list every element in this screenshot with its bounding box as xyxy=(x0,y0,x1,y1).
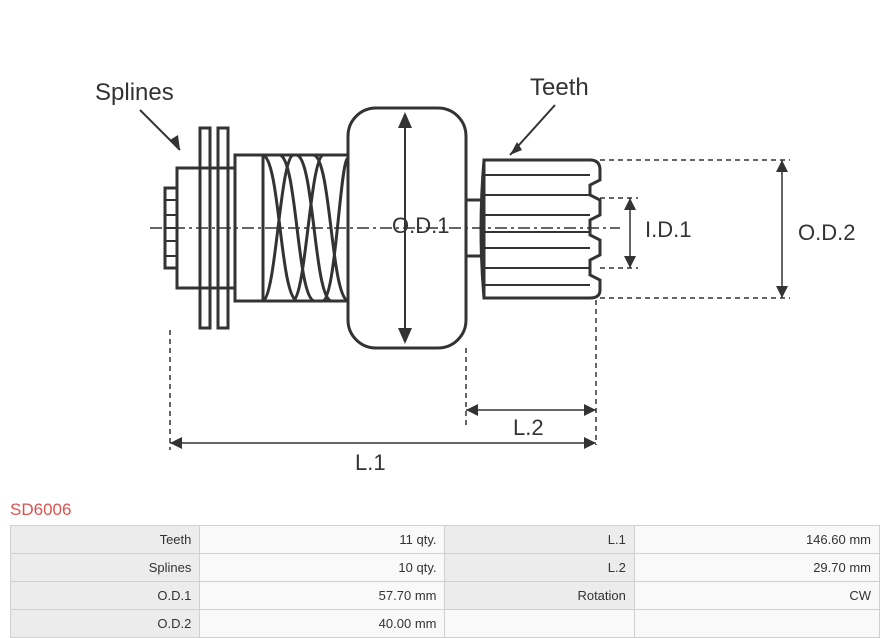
part-code: SD6006 xyxy=(10,500,71,520)
cell-label: Rotation xyxy=(445,582,634,610)
cell-label: Splines xyxy=(11,554,200,582)
l1-arrow-left xyxy=(170,437,182,449)
cell-value: 40.00 mm xyxy=(200,610,445,638)
table-row: O.D.1 57.70 mm Rotation CW xyxy=(11,582,880,610)
od1-arrow-top xyxy=(398,112,412,128)
cell-label: L.1 xyxy=(445,526,634,554)
table-row: Teeth 11 qty. L.1 146.60 mm xyxy=(11,526,880,554)
cell-label: O.D.2 xyxy=(11,610,200,638)
cell-value: 10 qty. xyxy=(200,554,445,582)
pinion-gear xyxy=(481,160,600,298)
label-splines: Splines xyxy=(95,79,174,106)
od1-arrow-bot xyxy=(398,328,412,344)
id1-arrow-bot xyxy=(624,256,636,268)
technical-diagram: Splines Teeth xyxy=(0,0,889,495)
label-od2: O.D.2 xyxy=(798,220,855,245)
label-l2: L.2 xyxy=(513,415,544,440)
label-id1: I.D.1 xyxy=(645,217,691,242)
cell-value: 57.70 mm xyxy=(200,582,445,610)
table-row: Splines 10 qty. L.2 29.70 mm xyxy=(11,554,880,582)
l1-arrow-right xyxy=(584,437,596,449)
cell-value: 146.60 mm xyxy=(634,526,879,554)
cell-value xyxy=(634,610,879,638)
od2-arrow-top xyxy=(776,160,788,172)
cell-value: CW xyxy=(634,582,879,610)
spec-table: Teeth 11 qty. L.1 146.60 mm Splines 10 q… xyxy=(10,525,880,638)
id1-arrow-top xyxy=(624,198,636,210)
cell-label: Teeth xyxy=(11,526,200,554)
od2-arrow-bot xyxy=(776,286,788,298)
table-row: O.D.2 40.00 mm xyxy=(11,610,880,638)
label-od1: O.D.1 xyxy=(392,213,449,238)
l2-arrow-right xyxy=(584,404,596,416)
cell-label: L.2 xyxy=(445,554,634,582)
cell-value: 11 qty. xyxy=(200,526,445,554)
cell-label: O.D.1 xyxy=(11,582,200,610)
label-l1: L.1 xyxy=(355,450,386,475)
l2-arrow-left xyxy=(466,404,478,416)
cell-value: 29.70 mm xyxy=(634,554,879,582)
diagram-svg: Splines Teeth xyxy=(0,0,889,495)
cell-label xyxy=(445,610,634,638)
label-teeth: Teeth xyxy=(530,74,589,101)
